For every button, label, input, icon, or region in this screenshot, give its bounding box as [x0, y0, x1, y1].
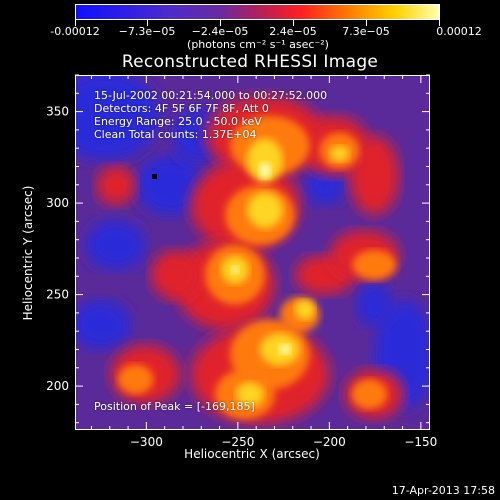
heatmap-high-region — [352, 250, 397, 280]
info-energy-range: Energy Range: 25.0 - 50.0 keV — [94, 115, 262, 128]
x-tick-label: −300 — [130, 435, 163, 449]
heatmap-low-region — [135, 155, 206, 216]
heatmap-peak-region — [236, 382, 264, 407]
heatmap-max-region — [278, 344, 291, 355]
y-tick-label: 250 — [46, 288, 69, 302]
x-tick-label: −250 — [221, 435, 254, 449]
colorbar-tick-label: 0.00012 — [436, 25, 482, 38]
heatmap-low-region — [76, 299, 131, 350]
plot-title: Reconstructed RHESSI Image — [121, 52, 379, 72]
heatmap-max-region — [231, 265, 240, 274]
heatmap-max-region — [258, 162, 271, 179]
colorbar-tick-label: −2.4e−05 — [191, 25, 249, 38]
colorbar-tick-label: 7.3e−05 — [342, 25, 390, 38]
heatmap-low-region — [356, 282, 393, 327]
x-tick-label: −150 — [404, 435, 437, 449]
y-axis-label: Heliocentric Y (arcsec) — [21, 186, 35, 321]
heatmap-mid-region — [150, 250, 201, 300]
colorbar-tick — [147, 20, 148, 26]
colorbar-units: (photons cm⁻² s⁻¹ asec⁻²) — [187, 38, 329, 51]
colorbar-tick-label: -0.00012 — [50, 25, 100, 38]
heatmap-peak-region — [294, 299, 315, 320]
colorbar-tick — [439, 20, 440, 26]
colorbar-tick — [75, 20, 76, 26]
x-tick-label: −200 — [313, 435, 346, 449]
heatmap-image — [76, 76, 429, 429]
heatmap-peak-region — [247, 192, 283, 229]
y-tick-label: 300 — [46, 196, 69, 210]
peak-marker — [152, 174, 157, 179]
colorbar-tick-label: −7.3e−05 — [118, 25, 176, 38]
colorbar-tick — [220, 20, 221, 26]
colorbar — [75, 4, 440, 20]
info-detectors: Detectors: 4F 5F 6F 7F 8F, Att 0 — [94, 102, 269, 115]
heatmap-high-region — [351, 379, 388, 410]
heatmap-peak-region — [247, 138, 283, 183]
heatmap-low-region — [76, 76, 161, 161]
colorbar-tick — [293, 20, 294, 26]
footer-date: 17-Apr-2013 17:58 — [391, 484, 495, 497]
colorbar-tick — [366, 20, 367, 26]
y-tick-label: 200 — [46, 379, 69, 393]
y-tick-label: 350 — [46, 105, 69, 119]
heatmap-mid-region — [349, 135, 400, 216]
heatmap-high-region — [117, 364, 154, 395]
colorbar-tick-label: 2.4e−05 — [269, 25, 317, 38]
info-peak-position: Position of Peak = [-169,185] — [94, 400, 255, 413]
info-time-range: 15-Jul-2002 00:21:54.000 to 00:27:52.000 — [94, 89, 328, 102]
heatmap-plot: 15-Jul-2002 00:21:54.000 to 00:27:52.000… — [75, 75, 430, 430]
heatmap-mid-region — [95, 165, 136, 206]
heatmap-low-region — [85, 220, 146, 270]
info-clean-counts: Clean Total counts: 1.37E+04 — [94, 128, 257, 141]
heatmap-peak-region — [329, 145, 350, 162]
x-axis-label: Heliocentric X (arcsec) — [184, 447, 320, 461]
